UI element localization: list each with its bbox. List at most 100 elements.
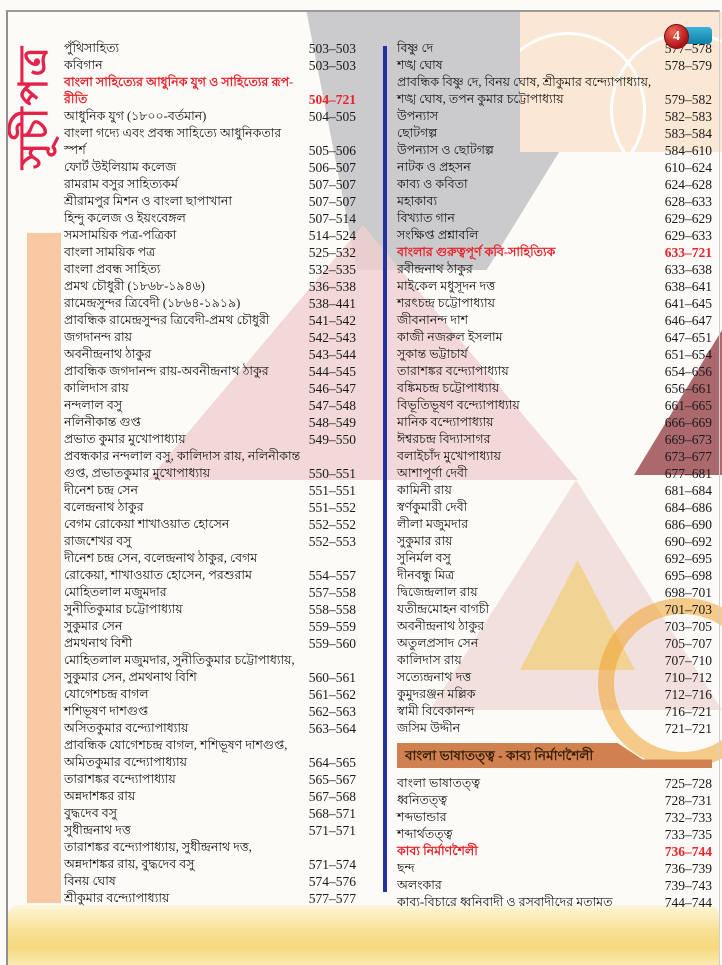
toc-entry-label: কালিদাস রায় <box>397 653 462 667</box>
toc-entry-pages: 577–577 <box>308 891 356 906</box>
toc-entry-label: মানিক বন্দ্যোপাধ্যায় <box>397 415 494 429</box>
column-divider <box>383 46 387 892</box>
toc-entry: স্বামী বিবেকানন্দ 716–721 <box>397 703 712 720</box>
toc-entry-label: শঙ্খ ঘোষ <box>397 58 443 72</box>
toc-entry: নলিনীকান্ত গুপ্ত 548–549 <box>64 414 356 431</box>
toc-entry: কালিদাস রায় 546–547 <box>64 380 356 397</box>
toc-entry-pages: 568–571 <box>308 806 356 821</box>
toc-entry-pages: 561–562 <box>308 687 356 702</box>
toc-entry-pages: 582–583 <box>664 109 712 124</box>
toc-entry: মোহিতলাল মজুমদার, সুনীতিকুমার চট্টোপাধ্য… <box>64 652 356 686</box>
toc-entry-pages: 695–698 <box>664 568 712 583</box>
sidebar-accent-bar <box>27 233 61 903</box>
toc-entry-label: সংক্ষিপ্ত প্রশ্নাবলি <box>397 228 479 242</box>
toc-entry: মহাকাব্য 628–633 <box>397 193 712 210</box>
toc-entry-label: অবনীন্দ্রনাথ ঠাকুর <box>64 347 152 361</box>
toc-entry-pages: 728–731 <box>664 793 712 808</box>
toc-entry: সমসাময়িক পত্র-পত্রিকা 514–524 <box>64 227 356 244</box>
toc-entry-label: সুনীতিকুমার চট্টোপাধ্যায় <box>64 602 183 616</box>
toc-entry-pages: 629–629 <box>664 211 712 226</box>
toc-entry-label: দীনবন্ধু মিত্র <box>397 568 455 582</box>
toc-entry-pages: 554–557 <box>308 568 356 583</box>
toc-entry: ছোটগল্প 583–584 <box>397 125 712 142</box>
toc-entry-label: মোহিতলাল মজুমদার <box>64 585 167 599</box>
toc-entry-pages: 705–707 <box>664 636 712 651</box>
toc-entry: জীবনানন্দ দাশ 646–647 <box>397 312 712 329</box>
toc-entry-label: কাব্য নির্মাণশৈলী <box>397 844 478 858</box>
toc-entry-pages: 558–558 <box>308 602 356 617</box>
toc-entry: উপন্যাস 582–583 <box>397 108 712 125</box>
toc-entry: হিন্দু কলেজ ও ইয়ংবেঙ্গল 507–514 <box>64 210 356 227</box>
toc-entry-pages: 673–677 <box>664 449 712 464</box>
toc-entry-pages: 647–651 <box>664 330 712 345</box>
toc-entry-label: নন্দলাল বসু <box>64 398 123 412</box>
toc-entry-pages: 571–571 <box>308 823 356 838</box>
toc-entry-label: প্রভাত কুমার মুখোপাধ্যায় <box>64 432 186 446</box>
toc-entry-pages: 550–551 <box>308 466 356 481</box>
toc-entry-label: পুঁথিসাহিত্য <box>64 41 120 55</box>
toc-entry: আধুনিক যুগ (১৮০০-বর্তমান) 504–505 <box>64 108 356 125</box>
toc-entry: শ্রীরামপুর মিশন ও বাংলা ছাপাখানা 507–507 <box>64 193 356 210</box>
toc-entry-pages: 629–633 <box>664 228 712 243</box>
toc-entry-pages: 736–739 <box>664 861 712 876</box>
toc-entry-pages: 744–744 <box>664 895 712 910</box>
toc-entry-pages: 559–559 <box>308 619 356 634</box>
toc-entry-label: শব্দভান্ডার <box>397 810 447 824</box>
toc-entry: লীলা মজুমদার 686–690 <box>397 516 712 533</box>
toc-entry-label: স্বামী বিবেকানন্দ <box>397 704 475 718</box>
toc-entry-label: ধ্বনিতত্ত্ব <box>397 793 448 807</box>
toc-entry-pages: 698–701 <box>664 585 712 600</box>
toc-entry-label: ছন্দ <box>397 861 415 875</box>
toc-entry-pages: 564–565 <box>308 755 356 770</box>
toc-entry: শশিভূষণ দাশগুপ্ত 562–563 <box>64 703 356 720</box>
toc-column-left: পুঁথিসাহিত্য 503–503 কবিগান 503–503 বাংলা সা… <box>64 40 356 907</box>
toc-entry-label: সুকুমার সেন <box>64 619 123 633</box>
toc-entry-pages: 638–641 <box>664 279 712 294</box>
toc-entry-pages: 544–545 <box>308 364 356 379</box>
toc-entry-pages: 551–552 <box>308 500 356 515</box>
toc-entry: কাজী নজরুল ইসলাম 647–651 <box>397 329 712 346</box>
toc-entry-pages: 579–582 <box>664 92 712 107</box>
toc-entry-pages: 538–441 <box>308 296 356 311</box>
toc-entry-label: বলেন্দ্রনাথ ঠাকুর <box>64 500 144 514</box>
bottom-yellow-band <box>8 905 719 965</box>
toc-entry: পুঁথিসাহিত্য 503–503 <box>64 40 356 57</box>
toc-entry-label: স্বর্ণকুমারী দেবী <box>397 500 468 514</box>
toc-entry-label: বলাইচাঁদ মুখোপাধ্যায় <box>397 449 501 463</box>
toc-entry-pages: 503–503 <box>308 58 356 73</box>
toc-entry: কবিগান 503–503 <box>64 57 356 74</box>
toc-entry: দীনেশ চন্দ্র সেন 551–551 <box>64 482 356 499</box>
toc-entry-label: বঙ্কিমচন্দ্র চট্টোপাধ্যায় <box>397 381 500 395</box>
toc-entry: ধ্বনিতত্ত্ব 728–731 <box>397 792 712 809</box>
toc-entry-pages: 721–721 <box>664 721 712 736</box>
toc-entry: সুকুমার সেন 559–559 <box>64 618 356 635</box>
toc-entry-pages: 703–705 <box>664 619 712 634</box>
toc-entry-label: দীনেশ চন্দ্র সেন <box>64 483 138 497</box>
toc-entry-pages: 710–712 <box>664 670 712 685</box>
toc-entry-label: উপন্যাস ও ছোটগল্প <box>397 143 494 157</box>
toc-entry: শরৎচন্দ্র চট্টোপাধ্যায় 641–645 <box>397 295 712 312</box>
toc-entry: প্রমথনাথ বিশী 559–560 <box>64 635 356 652</box>
toc-entry-pages: 578–579 <box>664 58 712 73</box>
toc-entry: কাব্য ও কবিতা 624–628 <box>397 176 712 193</box>
toc-entry-label: রাজশেখর বসু <box>64 534 132 548</box>
toc-entry: যতীন্দ্রমোহন বাগচী 701–703 <box>397 601 712 618</box>
toc-entry: অলংকার 739–743 <box>397 877 712 894</box>
toc-entry: বিভূতিভূষণ বন্দ্যোপাধ্যায় 661–665 <box>397 397 712 414</box>
toc-entry-pages: 514–524 <box>308 228 356 243</box>
toc-entry: প্রমথ চৌধুরী (১৮৬৮-১৯৪৬) 536–538 <box>64 278 356 295</box>
page-number: 4 <box>673 28 680 44</box>
toc-entry: প্রাবন্ধিক বিষ্ণু দে, বিনয় ঘোষ, শ্রীকুম… <box>397 74 712 108</box>
toc-entry-pages: 525–532 <box>308 245 356 260</box>
toc-entry: বাংলা ভাষাতত্ত্ব 725–728 <box>397 775 712 792</box>
toc-entry-label: মাইকেল মধুসূদন দত্ত <box>397 279 496 293</box>
toc-entry: অবনীন্দ্রনাথ ঠাকুর 703–705 <box>397 618 712 635</box>
toc-section-heading: বাংলা সাহিত্যের আধুনিক যুগ ও সাহিত্যের র… <box>64 74 356 108</box>
toc-entry-pages: 732–733 <box>664 810 712 825</box>
toc-entry-label: প্রাবন্ধিক রামেন্দ্রসুন্দর ত্রিবেদী-প্রম… <box>64 313 270 327</box>
toc-entry-pages: 736–744 <box>664 844 712 859</box>
toc-entry-pages: 551–551 <box>308 483 356 498</box>
toc-entry-pages: 562–563 <box>308 704 356 719</box>
toc-entry-label: মোহিতলাল মজুমদার, সুনীতিকুমার চট্টোপাধ্য… <box>64 653 295 684</box>
toc-entry: সংক্ষিপ্ত প্রশ্নাবলি 629–633 <box>397 227 712 244</box>
